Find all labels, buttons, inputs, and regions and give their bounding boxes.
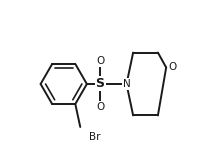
Text: S: S <box>95 77 104 91</box>
Text: O: O <box>96 56 104 66</box>
Text: Br: Br <box>88 132 100 142</box>
Text: O: O <box>96 102 104 112</box>
Text: O: O <box>169 62 177 72</box>
Text: N: N <box>123 79 130 89</box>
